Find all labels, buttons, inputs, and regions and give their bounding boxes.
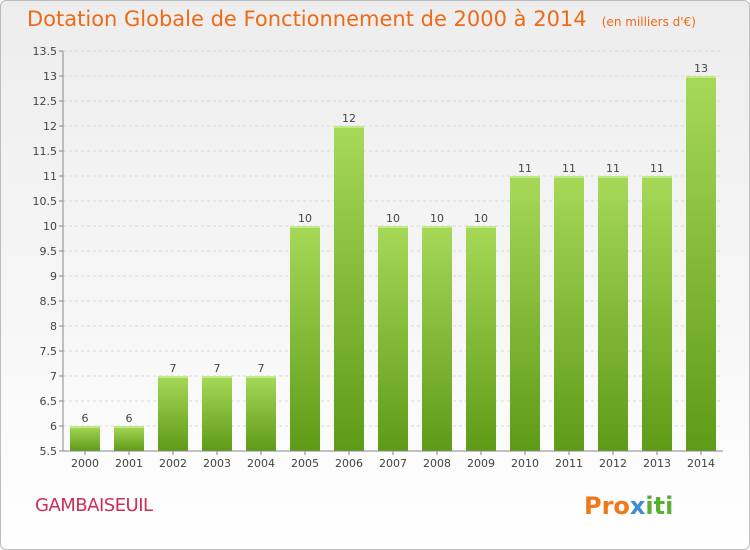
bar-highlight — [246, 376, 276, 378]
data-label: 6 — [126, 412, 133, 425]
x-tick-label: 2005 — [291, 457, 319, 470]
y-tick-label: 6.5 — [40, 395, 58, 408]
bar-highlight — [202, 376, 232, 378]
bar-highlight — [290, 226, 320, 228]
x-tick-label: 2001 — [115, 457, 143, 470]
data-label: 6 — [82, 412, 89, 425]
bar-2003 — [202, 376, 232, 451]
data-label: 7 — [258, 362, 265, 375]
data-label: 10 — [386, 212, 400, 225]
data-label: 10 — [430, 212, 444, 225]
x-tick-label: 2004 — [247, 457, 275, 470]
y-tick-label: 6 — [50, 420, 57, 433]
y-tick-label: 13 — [43, 70, 57, 83]
data-label: 7 — [170, 362, 177, 375]
x-tick-label: 2011 — [555, 457, 583, 470]
bar-2008 — [422, 226, 452, 451]
bar-highlight — [554, 176, 584, 178]
bar-2013 — [642, 176, 672, 451]
bar-2002 — [158, 376, 188, 451]
bar-2000 — [70, 426, 100, 451]
bar-2005 — [290, 226, 320, 451]
y-tick-label: 8 — [50, 320, 57, 333]
y-tick-label: 10.5 — [33, 195, 58, 208]
y-tick-label: 5.5 — [40, 445, 58, 458]
x-tick-label: 2014 — [687, 457, 715, 470]
bar-2014 — [686, 76, 716, 451]
data-label: 10 — [474, 212, 488, 225]
chart-title: Dotation Globale de Fonctionnement de 20… — [27, 7, 696, 31]
data-label: 11 — [650, 162, 664, 175]
bar-2012 — [598, 176, 628, 451]
x-tick-label: 2002 — [159, 457, 187, 470]
y-tick-label: 12 — [43, 120, 57, 133]
chart-title-text: Dotation Globale de Fonctionnement de 20… — [27, 7, 587, 31]
data-label: 12 — [342, 112, 356, 125]
bar-highlight — [686, 76, 716, 78]
y-tick-label: 7.5 — [40, 345, 58, 358]
bar-2009 — [466, 226, 496, 451]
bar-highlight — [114, 426, 144, 428]
bar-2001 — [114, 426, 144, 451]
x-tick-label: 2006 — [335, 457, 363, 470]
bar-highlight — [70, 426, 100, 428]
bar-highlight — [466, 226, 496, 228]
x-tick-label: 2007 — [379, 457, 407, 470]
bar-2004 — [246, 376, 276, 451]
y-tick-label: 10 — [43, 220, 57, 233]
bar-2011 — [554, 176, 584, 451]
x-tick-label: 2013 — [643, 457, 671, 470]
bar-2006 — [334, 126, 364, 451]
y-tick-label: 12.5 — [33, 95, 58, 108]
commune-name: GAMBAISEUIL — [35, 495, 153, 516]
axes: 5.5 6 6.5 7 7.5 8 8.5 9 9.5 10 10.5 11 11.5 12 12.5 13 1… — [33, 45, 723, 470]
x-tick-label: 2003 — [203, 457, 231, 470]
y-tick-label: 11 — [43, 170, 57, 183]
bar-highlight — [598, 176, 628, 178]
data-label: 10 — [298, 212, 312, 225]
x-tick-label: 2010 — [511, 457, 539, 470]
y-tick-label: 11.5 — [33, 145, 58, 158]
bar-highlight — [158, 376, 188, 378]
bar-highlight — [642, 176, 672, 178]
y-tick-label: 13.5 — [33, 45, 58, 58]
x-tick-label: 2009 — [467, 457, 495, 470]
y-tick-label: 9.5 — [40, 245, 58, 258]
bar-2010 — [510, 176, 540, 451]
x-tick-label: 2012 — [599, 457, 627, 470]
bar-highlight — [510, 176, 540, 178]
bar-highlight — [422, 226, 452, 228]
proxiti-logo[interactable]: Proxiti — [584, 492, 674, 520]
data-label: 13 — [694, 62, 708, 75]
bar-highlight — [378, 226, 408, 228]
y-tick-label: 9 — [50, 270, 57, 283]
x-tick-label: 2000 — [71, 457, 99, 470]
data-label: 11 — [562, 162, 576, 175]
y-tick-label: 8.5 — [40, 295, 58, 308]
data-label: 11 — [518, 162, 532, 175]
bar-highlight — [334, 126, 364, 128]
data-label: 7 — [214, 362, 221, 375]
bar-2007 — [378, 226, 408, 451]
bars: 6 6 7 7 7 10 12 10 10 10 11 11 11 11 13 — [70, 62, 716, 451]
chart-unit: (en milliers d'€) — [601, 15, 696, 29]
data-label: 11 — [606, 162, 620, 175]
x-tick-label: 2008 — [423, 457, 451, 470]
y-tick-label: 7 — [50, 370, 57, 383]
